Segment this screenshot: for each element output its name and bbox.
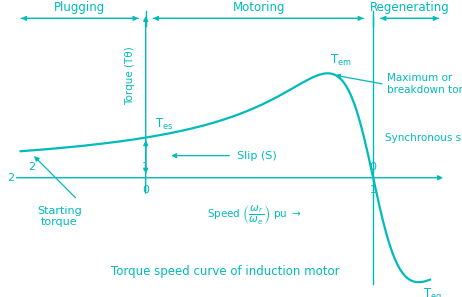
Text: T$_{\rm em}$: T$_{\rm em}$	[330, 53, 352, 68]
Text: Slip (S): Slip (S)	[237, 151, 276, 161]
Text: Maximum or
breakdown torque: Maximum or breakdown torque	[387, 73, 462, 95]
Text: 2: 2	[29, 162, 36, 172]
Text: Speed $\left(\dfrac{\omega_r}{\omega_e}\right)$ pu $\rightarrow$: Speed $\left(\dfrac{\omega_r}{\omega_e}\…	[207, 203, 303, 226]
Text: T$_{\rm es}$: T$_{\rm es}$	[155, 117, 173, 132]
Text: 0: 0	[142, 185, 149, 195]
Text: Torque (Tθ): Torque (Tθ)	[125, 46, 135, 105]
Text: 1: 1	[370, 185, 377, 195]
Text: 1: 1	[142, 162, 149, 172]
Text: Plugging: Plugging	[54, 1, 105, 14]
Text: T$_{\rm eg}$: T$_{\rm eg}$	[423, 286, 442, 297]
Text: Synchronous speed: Synchronous speed	[384, 132, 462, 143]
Text: Motoring: Motoring	[233, 1, 286, 14]
Text: Starting
torque: Starting torque	[37, 206, 82, 227]
Text: 0: 0	[370, 162, 377, 172]
Text: Torque speed curve of induction motor: Torque speed curve of induction motor	[111, 266, 340, 279]
Text: Regenerating: Regenerating	[370, 1, 450, 14]
Text: 2: 2	[6, 173, 14, 183]
